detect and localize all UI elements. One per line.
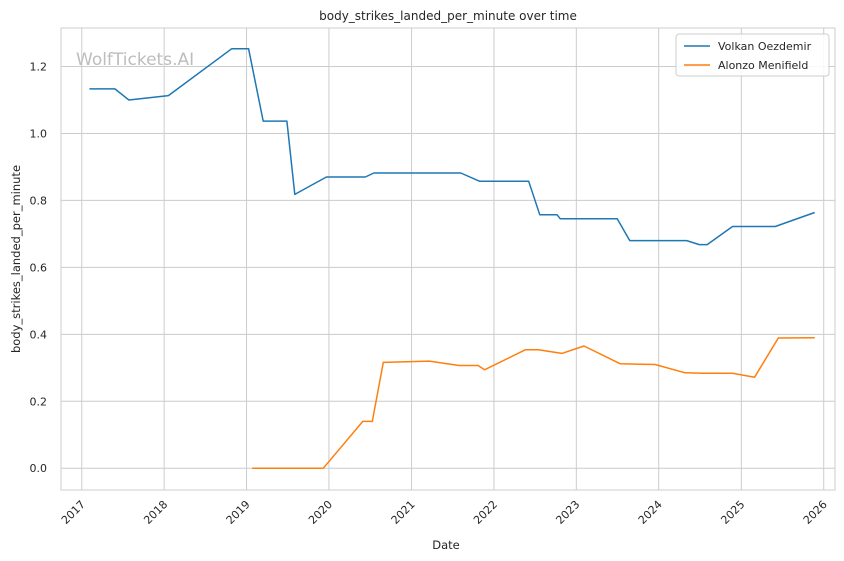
- chart-title: body_strikes_landed_per_minute over time: [319, 9, 577, 23]
- x-tick-label: 2023: [553, 498, 582, 527]
- x-tick-label: 2024: [636, 498, 665, 527]
- x-tick-label: 2025: [718, 498, 747, 527]
- y-tick-label: 0.0: [30, 462, 48, 475]
- x-tick-label: 2021: [389, 498, 418, 527]
- x-tick-label: 2022: [471, 498, 500, 527]
- x-axis-label: Date: [432, 538, 460, 552]
- legend-label-volkan-oezdemir: Volkan Oezdemir: [718, 40, 812, 53]
- series-lines: [89, 48, 815, 469]
- plot-area: [60, 27, 836, 491]
- x-tick-label: 2018: [141, 498, 170, 527]
- y-tick-label: 0.2: [30, 395, 48, 408]
- x-axis-ticks: 2017 2018 2019 2020 2021 2022 2023 2024 2025 2026: [59, 498, 830, 527]
- y-axis-label: body_strikes_landed_per_minute: [9, 165, 23, 353]
- legend: Volkan Oezdemir Alonzo Menifield: [675, 33, 830, 77]
- x-tick-label: 2020: [306, 498, 335, 527]
- x-tick-label: 2019: [224, 498, 253, 527]
- y-tick-label: 0.6: [30, 261, 48, 274]
- y-tick-label: 0.8: [30, 194, 48, 207]
- y-tick-label: 0.4: [30, 328, 48, 341]
- y-tick-label: 1.0: [30, 127, 48, 140]
- legend-box: [675, 33, 830, 77]
- y-axis-ticks: 0.0 0.2 0.4 0.6 0.8 1.0 1.2: [30, 61, 48, 476]
- watermark-text: WolfTickets.AI: [76, 50, 194, 70]
- series-line-volkan-oezdemir: [89, 48, 815, 246]
- y-tick-label: 1.2: [30, 61, 48, 74]
- grid-lines: [61, 28, 835, 490]
- legend-label-alonzo-menifield: Alonzo Menifield: [718, 59, 808, 72]
- x-tick-label: 2017: [59, 498, 88, 527]
- x-tick-label: 2026: [801, 498, 830, 527]
- series-line-alonzo-menifield: [252, 336, 815, 469]
